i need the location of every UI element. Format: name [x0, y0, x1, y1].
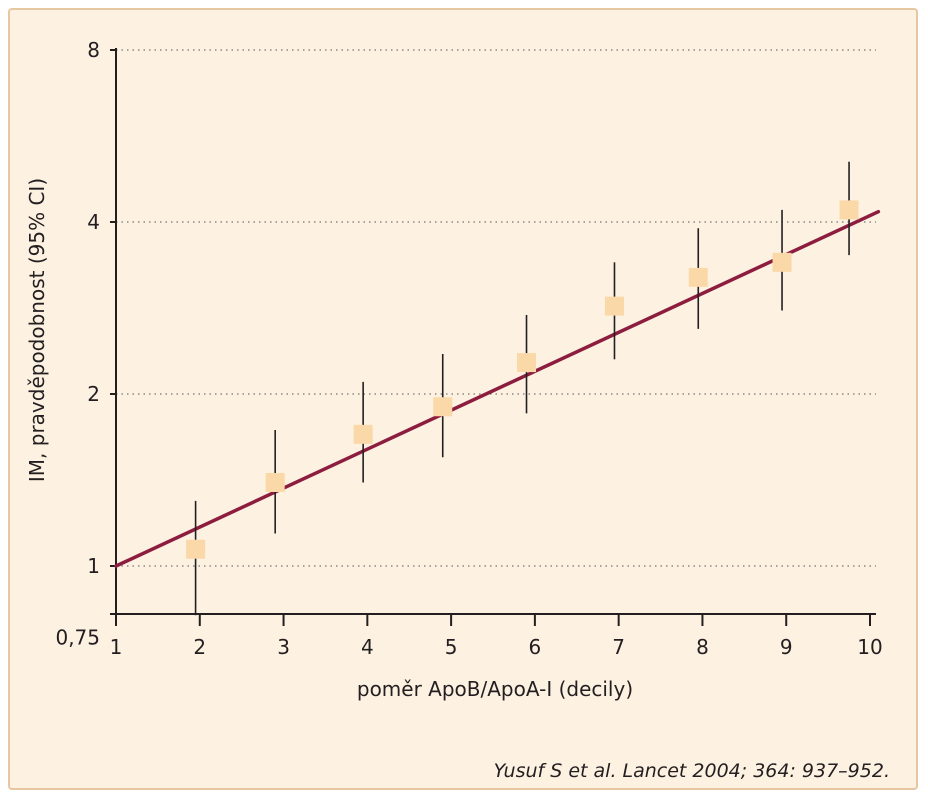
data-point-marker — [772, 252, 792, 272]
x-tick-label: 6 — [529, 635, 542, 659]
x-tick-label: 7 — [612, 635, 625, 659]
trend-line — [114, 209, 881, 568]
data-point-marker — [839, 200, 859, 220]
y-tick-label: 2 — [87, 382, 100, 406]
axes — [110, 48, 876, 615]
x-tick-label: 10 — [857, 635, 882, 659]
trend-line-group — [114, 209, 881, 568]
source-citation: Yusuf S et al. Lancet 2004; 364: 937–952… — [493, 760, 890, 782]
data-point-marker — [517, 353, 537, 373]
x-tick-label: 2 — [193, 635, 206, 659]
data-point-marker — [353, 424, 373, 444]
x-tick-label: 3 — [277, 635, 290, 659]
y-tick-label: 0,75 — [55, 625, 100, 649]
x-ticks: 1 2 3 4 5 6 7 8 9 10 — [110, 614, 883, 659]
x-axis-title: poměr ApoB/ApoA-I (decily) — [357, 677, 633, 701]
y-tick-label: 8 — [87, 38, 100, 62]
data-point-marker — [186, 539, 206, 559]
error-bars — [194, 161, 850, 616]
chart-panel — [8, 8, 918, 790]
data-points — [186, 200, 859, 559]
y-tick-label: 4 — [87, 210, 100, 234]
y-tick-label: 1 — [87, 554, 100, 578]
y-axis-title: IM, pravděpodobnost (95% CI) — [25, 178, 49, 482]
data-point-marker — [688, 267, 708, 287]
x-tick-label: 8 — [696, 635, 709, 659]
data-point-marker — [433, 397, 453, 417]
y-ticks: 0,75 1 2 4 8 — [55, 38, 116, 649]
grid-lines — [116, 49, 876, 567]
x-tick-label: 5 — [445, 635, 458, 659]
x-tick-label: 9 — [780, 635, 793, 659]
x-tick-label: 4 — [361, 635, 374, 659]
data-point-marker — [604, 296, 624, 316]
data-point-marker — [265, 473, 285, 493]
x-tick-label: 1 — [110, 635, 123, 659]
